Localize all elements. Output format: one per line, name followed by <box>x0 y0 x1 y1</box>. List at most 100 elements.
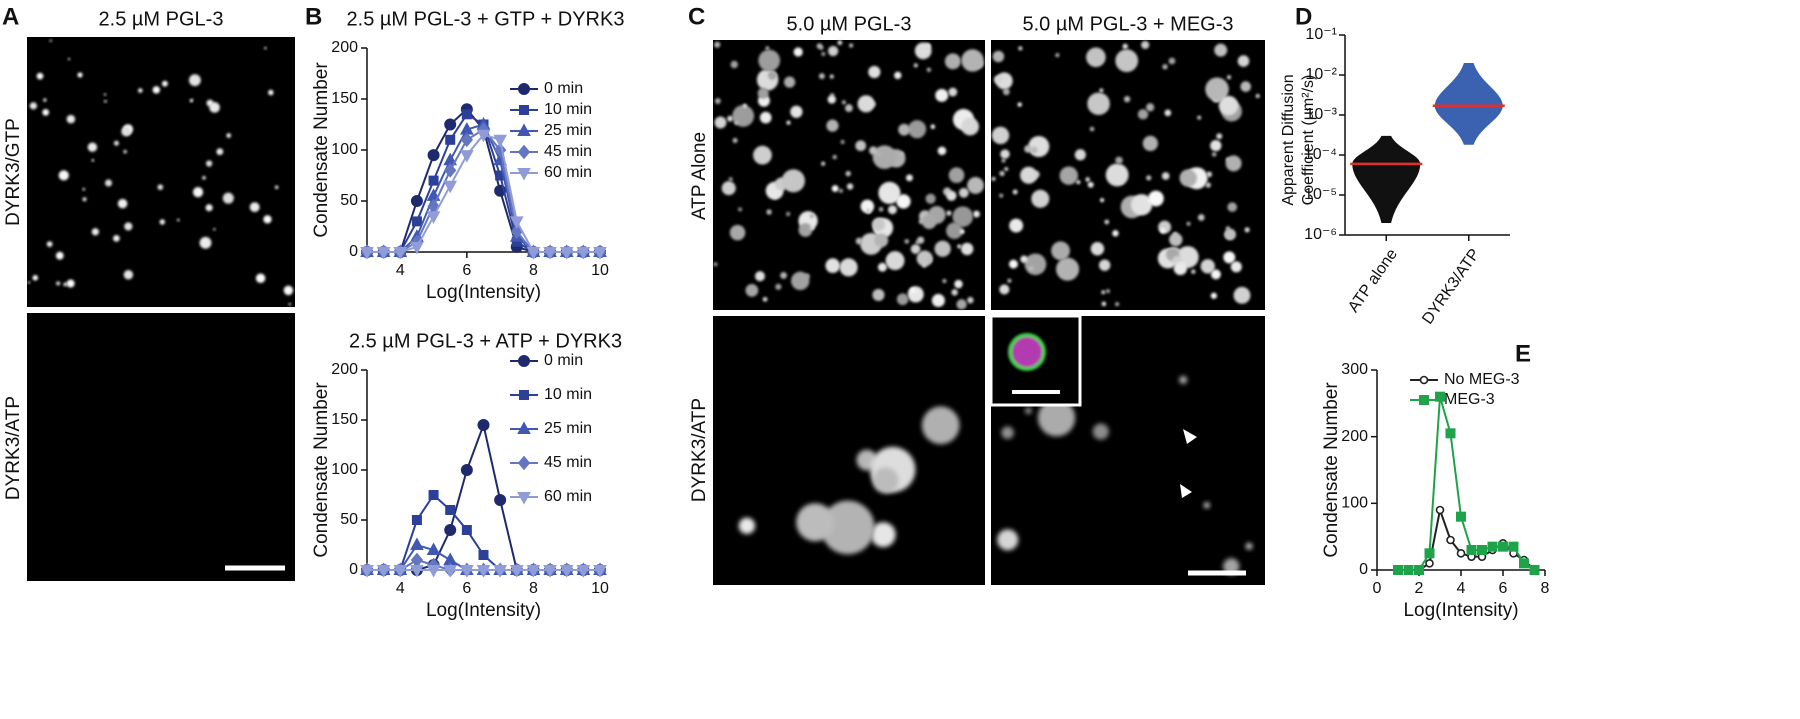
droplet <box>742 103 747 108</box>
legend-label: MEG-3 <box>1444 391 1495 408</box>
droplet <box>730 60 738 69</box>
droplet <box>878 207 884 212</box>
droplet <box>991 176 996 181</box>
marker <box>559 247 574 260</box>
marker <box>445 505 456 515</box>
droplet <box>878 181 901 204</box>
marker <box>360 565 374 578</box>
droplet <box>766 209 772 215</box>
droplet <box>961 49 984 72</box>
droplet <box>910 287 916 294</box>
marker <box>428 175 439 186</box>
droplet <box>29 102 37 110</box>
droplet <box>918 219 924 225</box>
panel-label: A <box>2 3 19 30</box>
droplet <box>1240 81 1252 92</box>
marker <box>478 550 489 560</box>
marker <box>445 134 456 145</box>
x-tick-label: 6 <box>462 580 471 597</box>
x-tick-label: 8 <box>1541 580 1550 597</box>
droplet <box>714 116 727 129</box>
series-line <box>1398 506 1536 571</box>
chart-title: 2.5 µM PGL-3 + GTP + DYRK3 <box>347 8 625 30</box>
legend-marker <box>518 83 530 95</box>
swarm-cloud <box>1434 62 1503 145</box>
droplet <box>967 177 984 194</box>
droplet <box>67 57 71 61</box>
droplet <box>1210 269 1221 280</box>
droplet <box>921 406 960 445</box>
droplet <box>758 49 781 72</box>
droplet <box>1009 259 1018 269</box>
marker <box>1446 535 1455 545</box>
droplet <box>946 190 957 201</box>
droplet <box>937 146 947 156</box>
droplet <box>77 72 83 78</box>
panel-label: C <box>688 3 705 30</box>
droplet <box>1237 55 1250 67</box>
droplet <box>961 117 979 136</box>
droplet <box>714 41 721 48</box>
marker <box>1456 511 1466 522</box>
droplet <box>91 228 100 236</box>
droplet <box>27 281 31 284</box>
droplet <box>1092 423 1109 440</box>
droplet <box>872 288 885 302</box>
marker <box>1508 541 1519 552</box>
droplet <box>728 177 733 182</box>
droplet <box>1130 194 1153 216</box>
droplet <box>1244 227 1250 233</box>
marker <box>444 118 457 131</box>
legend-label: 60 min <box>544 164 592 181</box>
droplet <box>1122 43 1128 50</box>
marker <box>376 247 391 260</box>
marker <box>444 163 457 178</box>
marker <box>461 525 472 535</box>
droplet <box>46 241 53 247</box>
x-tick-label: 2 <box>1415 580 1424 597</box>
x-tick-label: 8 <box>529 262 538 279</box>
droplet <box>1173 261 1188 276</box>
marker <box>476 565 491 578</box>
marker <box>1435 391 1445 402</box>
marker <box>543 247 557 260</box>
droplet <box>922 263 927 268</box>
marker <box>410 241 424 255</box>
row-label: ATP Alone <box>689 132 710 220</box>
droplet <box>957 244 962 249</box>
droplet <box>202 175 206 180</box>
droplet <box>1211 151 1217 157</box>
droplet <box>177 218 180 222</box>
droplet <box>1255 93 1260 98</box>
droplet <box>877 152 882 157</box>
droplet <box>894 71 902 80</box>
x-tick-label: 4 <box>396 580 405 597</box>
marker <box>460 464 473 476</box>
droplet <box>1031 189 1050 208</box>
droplet <box>42 108 50 116</box>
legend-label: 25 min <box>544 420 592 437</box>
droplet <box>1169 232 1183 247</box>
marker <box>593 247 607 260</box>
marker <box>427 149 440 162</box>
marker <box>411 515 422 525</box>
droplet <box>188 74 201 87</box>
droplet <box>1076 180 1081 185</box>
droplet <box>841 100 846 105</box>
marker <box>494 494 507 506</box>
droplet <box>117 198 128 209</box>
x-tick-label: DYRK3/ATP <box>1419 246 1483 328</box>
droplet <box>872 467 899 494</box>
droplet <box>829 74 834 79</box>
droplet <box>36 72 44 80</box>
marker <box>393 565 408 578</box>
legend-marker <box>519 105 529 115</box>
droplet <box>1227 202 1238 212</box>
marker <box>1477 545 1487 555</box>
droplet <box>192 186 204 198</box>
droplet <box>734 120 739 125</box>
droplet <box>855 140 867 152</box>
droplet <box>821 500 875 555</box>
panel-label: D <box>1295 3 1312 30</box>
droplet <box>1090 242 1105 256</box>
